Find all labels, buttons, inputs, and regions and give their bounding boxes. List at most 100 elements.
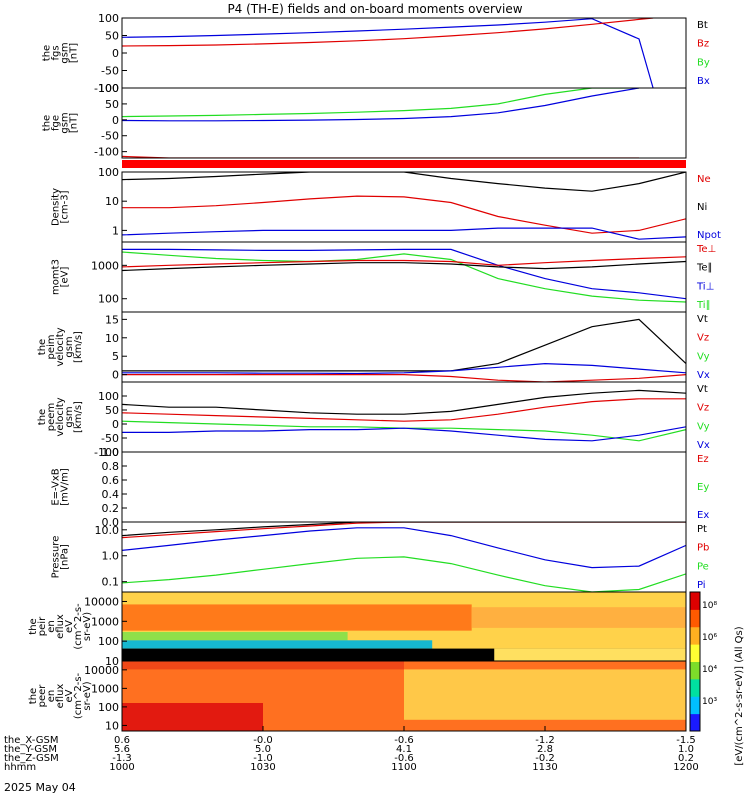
axis-row-value: -0.6: [394, 735, 414, 746]
axis-row-value: -0.0: [253, 735, 273, 746]
y-tick-label: 10000: [84, 595, 119, 608]
y-tick-label: 100: [98, 12, 119, 25]
y-tick-label: -50: [101, 65, 119, 78]
y-tick-label: 100: [98, 635, 119, 648]
y-label-line: the: [28, 688, 39, 704]
y-tick-label: 0.4: [102, 488, 120, 501]
figure-title: P4 (TH-E) fields and on-board moments ov…: [227, 2, 522, 16]
legend-Ti⊥: Ti⊥: [696, 281, 714, 292]
y-tick-label: -100: [94, 446, 119, 459]
colorbar-tick: 10⁴: [702, 665, 717, 675]
series-Pb: [122, 522, 686, 539]
series-Ti⊥: [122, 248, 686, 300]
y-label-line: sr-eV): [82, 612, 93, 641]
series-Te∥: [122, 260, 686, 272]
series-Pt: [122, 522, 686, 537]
y-label-line: fgs: [51, 45, 62, 60]
y-label-line: eV: [64, 620, 75, 633]
y-tick-label: 1000: [91, 682, 119, 695]
y-label-line: Density: [51, 188, 62, 226]
series-Ti∥: [122, 251, 686, 303]
axis-row-label: the_Z-GSM: [4, 753, 59, 764]
panel-frame: [121, 17, 687, 89]
series-Te⊥: [122, 256, 686, 268]
axis-row-value: -0.6: [394, 753, 414, 764]
series-Ne: [122, 195, 686, 234]
y-label-line: en: [46, 690, 57, 703]
legend-Ni: Ni: [697, 202, 707, 213]
y-tick-label: 0.8: [102, 460, 120, 473]
y-label-line: eV: [64, 689, 75, 702]
y-tick-label: 1: [112, 224, 119, 237]
axis-row-value: -1.0: [253, 753, 273, 764]
axis-row-value: 0.6: [114, 735, 130, 746]
panel-pressure: 10.0 1.0 0.1 Pressure[nPa] Pt Pb Pe Pi: [51, 521, 709, 593]
panel-frame: [121, 241, 687, 313]
y-label-line: [mV/m]: [60, 468, 71, 506]
colorbar-frame: [689, 591, 701, 732]
legend-Pe: Pe: [697, 561, 709, 572]
y-label-line: eflux: [55, 614, 66, 639]
y-tick-label: 10: [105, 655, 119, 668]
y-tick-label: 10: [105, 195, 119, 208]
axis-row-value: -0.2: [535, 753, 555, 764]
y-axis-label: E=-VxB[mV/m]: [51, 468, 71, 506]
y-tick-label: 100: [98, 390, 119, 403]
y-label-line: [km/s]: [73, 401, 84, 433]
y-label-line: [km/s]: [73, 331, 84, 363]
y-tick-label: 1000: [91, 615, 119, 628]
legend-Vz: Vz: [697, 333, 709, 344]
axis-row-value: 1030: [250, 762, 275, 773]
y-tick-label: 0.0: [102, 516, 120, 529]
heatmap-cell: [494, 648, 686, 661]
legend-Vt: Vt: [697, 314, 708, 325]
y-label-line: [cm-3]: [60, 190, 71, 223]
axis-row-label: the_Y-GSM: [4, 744, 57, 755]
legend-Pi: Pi: [697, 580, 706, 591]
panel-density: 100 10 1 Density[cm-3] Ne Ni Npot: [51, 166, 721, 243]
axis-row-value: -1.5: [676, 735, 696, 746]
axis-row-value: -1.3: [112, 753, 132, 764]
legend-Vx: Vx: [697, 440, 710, 451]
y-tick-label: -50: [101, 130, 119, 143]
y-label-line: the: [37, 409, 48, 425]
y-label-line: [nT]: [69, 113, 80, 133]
legend-Ti∥: Ti∥: [696, 300, 711, 311]
y-axis-label: Density[cm-3]: [51, 188, 71, 226]
legend-Pb: Pb: [697, 543, 709, 554]
y-label-line: [nPa]: [60, 544, 71, 570]
y-tick-label: 0.1: [102, 576, 120, 589]
series-Vx: [122, 426, 686, 442]
colorbar-step: [690, 678, 700, 697]
y-tick-label: 10000: [84, 664, 119, 677]
y-tick-label: -50: [101, 432, 119, 445]
y-label-line: peir: [37, 616, 48, 636]
y-label-line: the: [28, 618, 39, 634]
y-axis-label: momt3[eV]: [51, 259, 71, 295]
series-Vx: [122, 362, 686, 375]
y-label-line: velocity: [55, 397, 66, 436]
y-label-line: (cm^2-s-: [73, 672, 84, 719]
legend-Npot: Npot: [697, 230, 721, 241]
colorbar-step: [690, 661, 700, 680]
panel-efield: 1.00.80.60.40.20.0 E=-VxB[mV/m] Ez Ey Ex: [51, 446, 710, 529]
y-tick-label: 0: [112, 369, 119, 382]
y-tick-label: 100: [98, 293, 119, 306]
series-Pi: [122, 527, 686, 569]
heatmap-cell: [404, 669, 686, 720]
colorbar-step: [690, 713, 700, 732]
series-Ni: [122, 172, 686, 192]
axis-row-value: 1.0: [678, 744, 694, 755]
axis-row-label: hhmm: [4, 762, 36, 773]
legend-Te∥: Te∥: [696, 263, 713, 274]
y-label-line: the: [42, 115, 53, 131]
y-tick-label: 1.0: [102, 550, 120, 563]
y-tick-label: 50: [105, 98, 119, 111]
heatmap-cell: [122, 632, 348, 641]
panel-peer: 10000 1000 100 10 thepeerenefluxeV(cm^2-s-sr…: [28, 660, 687, 732]
y-label-line: peem: [46, 403, 57, 431]
y-label-line: momt3: [51, 259, 62, 295]
